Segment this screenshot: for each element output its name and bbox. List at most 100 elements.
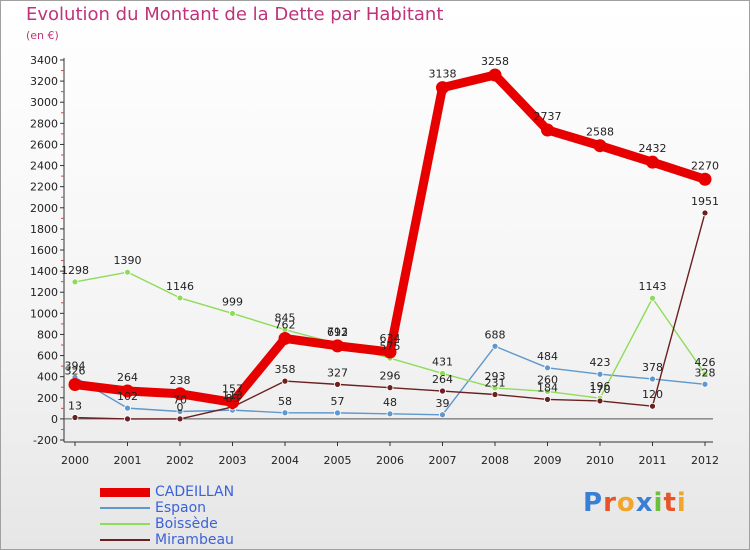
- data-point: [281, 409, 289, 417]
- x-tick-label: 2006: [376, 454, 404, 467]
- data-point: [68, 377, 82, 391]
- legend-item: Mirambeau: [100, 532, 360, 548]
- data-point: [383, 345, 397, 359]
- data-label: 575: [380, 340, 401, 353]
- data-point: [649, 402, 656, 410]
- x-tick-label: 2003: [219, 454, 247, 467]
- y-tick-label: 2800: [30, 117, 58, 130]
- x-tick-label: 2011: [639, 454, 667, 467]
- logo-letter: o: [616, 488, 636, 518]
- data-label: 1143: [639, 280, 667, 293]
- data-label: 184: [537, 381, 558, 394]
- data-point: [701, 209, 709, 217]
- y-tick-label: 3000: [30, 96, 58, 109]
- data-point: [176, 408, 184, 415]
- data-label: 394: [65, 359, 86, 372]
- legend-swatch: [100, 523, 150, 525]
- data-label: 264: [432, 373, 453, 386]
- x-tick-label: 2010: [586, 454, 614, 467]
- data-point: [596, 397, 604, 405]
- data-label: 57: [331, 395, 345, 408]
- proxiti-logo: Proxiti: [583, 488, 687, 518]
- data-point: [491, 342, 499, 350]
- data-point: [541, 123, 554, 137]
- data-label: 0: [177, 401, 184, 414]
- data-point: [121, 384, 134, 398]
- legend-item: Boissède: [100, 516, 360, 532]
- data-point: [124, 268, 131, 276]
- logo-letter: i: [676, 488, 687, 518]
- data-label: 1390: [114, 254, 142, 267]
- y-tick-label: 1600: [30, 244, 58, 257]
- data-label: 1298: [61, 264, 89, 277]
- y-tick-label: 1000: [30, 307, 58, 320]
- data-point: [334, 380, 341, 388]
- logo-letter: r: [603, 488, 617, 518]
- data-point: [176, 415, 184, 423]
- chart-title: Evolution du Montant de la Dette par Hab…: [26, 4, 444, 25]
- data-label: 83: [226, 392, 240, 405]
- data-point: [71, 278, 79, 286]
- data-label: 426: [695, 356, 716, 369]
- x-tick-label: 2000: [61, 454, 89, 467]
- y-tick-label: 2400: [30, 160, 58, 173]
- data-point: [491, 384, 499, 392]
- data-label: 634: [380, 332, 401, 345]
- chart-subtitle: (en €): [26, 29, 59, 42]
- data-point: [646, 155, 659, 169]
- x-tick-label: 2012: [691, 454, 719, 467]
- data-point: [124, 404, 131, 412]
- data-point: [698, 172, 712, 186]
- legend-label: Mirambeau: [155, 532, 234, 548]
- data-label: 2588: [586, 126, 614, 139]
- legend-label: Espaon: [155, 500, 207, 516]
- x-tick-label: 2009: [534, 454, 562, 467]
- data-label: 692: [327, 326, 348, 339]
- y-tick-label: -200: [33, 434, 58, 447]
- data-label: 2270: [691, 159, 719, 172]
- data-label: 120: [642, 388, 663, 401]
- logo-letter: i: [653, 488, 664, 518]
- y-tick-label: 600: [37, 350, 58, 363]
- x-tick-label: 2001: [114, 454, 142, 467]
- data-point: [439, 369, 446, 377]
- y-tick-label: 3200: [30, 75, 58, 88]
- x-tick-label: 2004: [271, 454, 299, 467]
- x-tick-label: 2008: [481, 454, 509, 467]
- data-point: [71, 414, 79, 421]
- data-label: 39: [436, 397, 450, 410]
- data-label: 102: [117, 390, 138, 403]
- data-label: 2737: [534, 110, 562, 123]
- y-tick-label: 1800: [30, 223, 58, 236]
- data-label: 431: [432, 355, 453, 368]
- data-point: [544, 396, 551, 403]
- data-point: [649, 375, 656, 383]
- data-label: 260: [537, 373, 558, 386]
- data-label: 999: [222, 295, 243, 308]
- data-label: 358: [275, 363, 296, 376]
- data-label: 13: [68, 400, 82, 413]
- data-label: 2432: [639, 142, 667, 155]
- legend-swatch: [100, 488, 150, 497]
- data-label: 3138: [429, 68, 457, 81]
- data-label: 264: [117, 371, 138, 384]
- y-tick-label: 2000: [30, 202, 58, 215]
- data-point: [124, 415, 131, 423]
- legend-item: Espaon: [100, 500, 360, 516]
- data-point: [649, 294, 656, 302]
- data-label: 326: [65, 364, 86, 377]
- y-tick-label: 3400: [30, 54, 58, 67]
- data-point: [386, 410, 394, 418]
- data-point: [488, 68, 502, 82]
- data-point: [436, 81, 449, 95]
- data-label: 58: [278, 395, 292, 408]
- y-tick-label: 400: [37, 371, 58, 384]
- data-label: 762: [275, 318, 296, 331]
- data-point: [281, 377, 289, 385]
- data-label: 70: [173, 394, 187, 407]
- legend-label: CADEILLAN: [155, 484, 235, 500]
- data-label: 293: [485, 370, 506, 383]
- data-label: 170: [590, 383, 611, 396]
- data-point: [226, 395, 239, 409]
